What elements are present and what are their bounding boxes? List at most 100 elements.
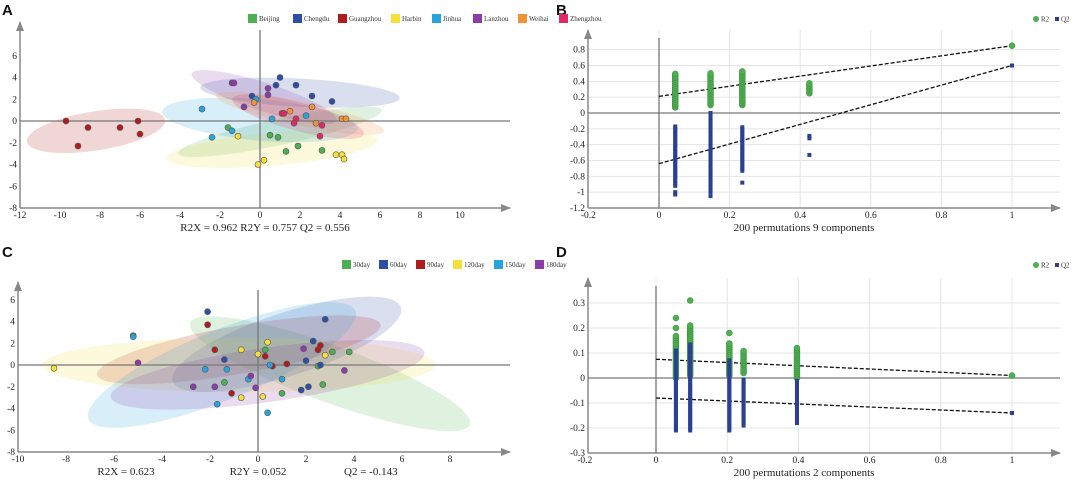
regression-line-r2 [655, 358, 1013, 377]
data-point-30day [261, 346, 269, 354]
data-point-60day [297, 386, 305, 394]
y-tick-label: 2 [12, 95, 17, 105]
permutation-point-r2 [806, 80, 813, 87]
permutation-point-q2 [807, 136, 812, 141]
data-point-180day [211, 383, 219, 391]
x-axis-title: R2X = 0.962 R2Y = 0.757 Q2 = 0.556 [180, 222, 350, 234]
permutation-point-r2 [671, 70, 679, 78]
legend-marker-r2 [1033, 262, 1039, 268]
y-tick-label: -4 [7, 405, 15, 415]
legend-label: 60day [390, 261, 408, 269]
x-tick-label: 0 [654, 456, 659, 466]
data-point-180day [134, 359, 142, 367]
permutation-point-r2 [793, 344, 801, 352]
x-axis-title-part: Q2 = -0.143 [344, 466, 398, 478]
confidence-ellipse-guangzhou [26, 108, 166, 154]
confidence-ellipse-chengdu [200, 77, 400, 108]
data-point-60day [221, 356, 228, 363]
data-point-jinhua [268, 115, 276, 123]
data-point-jinhua [228, 127, 236, 135]
data-point-chengdu [292, 81, 300, 89]
legend-swatch-180day [535, 260, 544, 269]
permutation-point-r2 [1008, 42, 1016, 49]
x-tick-label: 0.2 [721, 456, 733, 466]
y-tick-label: -0.6 [570, 157, 585, 167]
y-tick-label: -1 [577, 188, 585, 198]
data-point-weihai [286, 107, 294, 115]
permutation-point-q2 [708, 111, 713, 115]
legend-swatch-30day [342, 260, 351, 269]
y-tick-label: 6 [10, 296, 15, 306]
permutation-point-q2 [673, 124, 678, 129]
y-tick-label: 0.4 [573, 77, 585, 87]
legend-label: Jinhua [443, 15, 462, 23]
data-point-60day [305, 383, 312, 391]
data-point-beijing [266, 131, 274, 139]
regression-line-q2 [658, 64, 1013, 165]
x-tick-label: -12 [14, 211, 27, 221]
data-point-lanzhou [230, 79, 238, 87]
y-tick-label: -6 [9, 182, 17, 192]
data-point-60day [204, 308, 211, 316]
x-tick-label: 0 [258, 211, 263, 221]
data-point-150day [264, 409, 271, 417]
permutation-point-q2 [727, 358, 732, 363]
y-tick-label: -2 [9, 139, 17, 149]
y-tick-label: -8 [9, 204, 17, 214]
data-point-beijing [294, 142, 302, 150]
confidence-ellipse-beijing [178, 106, 382, 157]
data-point-120day [321, 351, 329, 359]
y-tick-label: -0.2 [570, 125, 585, 135]
data-point-lanzhou [264, 91, 272, 99]
data-point-30day [329, 348, 336, 356]
permutation-point-q2 [1010, 63, 1014, 68]
data-point-90day [204, 321, 211, 329]
x-tick-label: -2 [216, 211, 224, 221]
legend-label: 30day [353, 261, 371, 269]
legend-swatch-guangzhou [338, 14, 347, 23]
permutation-point-r2 [672, 324, 680, 332]
data-point-weihai [342, 115, 350, 123]
data-point-jinhua [198, 105, 206, 113]
x-tick-label: 0.8 [935, 211, 947, 221]
legend-swatch-weihai [518, 14, 527, 23]
legend-swatch-zhengzhou [559, 14, 568, 23]
panel-b-permutation-plot: -0.2 0 0.2 0.4 0.6 0.8 1 -1.2 -1 -0.8 -0.6 -0.4 -0.2… [570, 16, 1070, 235]
data-point-zhengzhou [290, 119, 298, 127]
legend-label: 90day [427, 261, 445, 269]
legend-label: Lanzhou [484, 15, 509, 23]
confidence-ellipse-harbin [166, 130, 378, 168]
panel-label-c: C [2, 244, 13, 261]
y-tick-label: -0.2 [570, 424, 585, 434]
panel-d-permutation-plot: -0.2 0 0.2 0.4 0.6 0.8 1-0.3-0.2-0.100.10.20.3… [570, 262, 1070, 480]
y-tick-label: 0 [12, 117, 17, 127]
legend-swatch-90day [416, 260, 425, 269]
legend-swatch-120day [453, 260, 462, 269]
data-point-chengdu [328, 98, 336, 105]
data-point-150day [278, 375, 286, 383]
x-tick-label: 0 [657, 211, 662, 221]
regression-line-q2 [655, 397, 1013, 414]
x-tick-label: -4 [176, 211, 184, 221]
data-point-beijing [274, 134, 282, 141]
legend-label: 180day [546, 261, 567, 269]
permutation-point-r2 [726, 329, 733, 337]
permutation-point-q2 [740, 125, 745, 130]
panel-label-a: A [2, 2, 13, 19]
permutation-point-r2 [726, 340, 733, 347]
x-tick-label: -8 [96, 211, 104, 221]
legend-swatch-jinhua [432, 14, 441, 23]
data-point-120day [259, 393, 267, 400]
y-tick-label: 0.8 [573, 46, 585, 56]
panel-label-b: B [556, 2, 567, 19]
data-point-90day [261, 352, 269, 360]
y-tick-label: -8 [7, 448, 15, 458]
y-tick-label: 0 [580, 374, 585, 384]
permutation-point-q2 [794, 379, 799, 383]
confidence-ellipse-30day [189, 316, 471, 432]
data-point-30day [278, 389, 286, 397]
legend-label: 150day [505, 261, 526, 269]
permutation-point-q2 [673, 348, 678, 353]
